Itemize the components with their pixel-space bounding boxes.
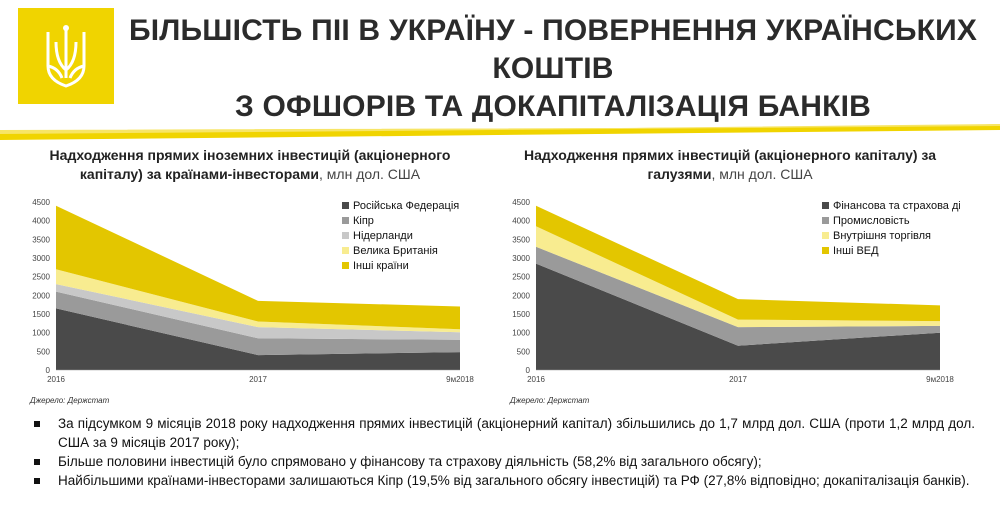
legend-label: Інші ВЕД [833,245,879,257]
accent-band [0,124,1000,140]
bullet-icon [34,478,40,484]
page-title-line-1: БІЛЬШІСТЬ ПІІ В УКРАЇНУ - ПОВЕРНЕННЯ УКР… [128,14,978,85]
legend-swatch [342,232,349,239]
y-tick-label: 1500 [32,310,50,319]
y-tick-label: 1500 [512,310,530,319]
page-title: БІЛЬШІСТЬ ПІІ В УКРАЇНУ - ПОВЕРНЕННЯ УКР… [118,12,988,126]
series-area [536,263,940,370]
legend-label: Фінансова та страхова діяльність [833,200,960,212]
series-area [536,226,940,328]
chart-title-text: Надходження прямих інвестицій (акціонерн… [524,147,936,182]
legend-label: Внутрішня торгівля [833,230,931,242]
y-tick-label: 3000 [512,254,530,263]
series-area [536,205,940,322]
y-tick-label: 4500 [32,198,50,207]
y-tick-label: 1000 [32,329,50,338]
chart-unit: , млн дол. США [319,166,421,182]
chart-industries: 0 500 1000 1500 2000 2500 3000 3500 4000 4500 2016… [512,198,960,384]
legend-label: Нідерланди [353,230,413,242]
chart-countries: 0 500 1000 1500 2000 2500 3000 3500 4000 4500 2016… [32,198,474,384]
y-tick-label: 4000 [32,217,50,226]
trident-icon [18,8,114,104]
x-tick-label: 2016 [527,375,545,384]
y-tick-label: 2500 [32,273,50,282]
legend-label: Промисловість [833,215,910,227]
x-tick-label: 2017 [729,375,747,384]
y-tick-label: 3000 [32,254,50,263]
x-tick-label: 9м2018 [446,375,474,384]
legend-swatch [342,247,349,254]
legend-label: Кіпр [353,215,374,227]
y-tick-label: 2000 [32,291,50,300]
legend-swatch [822,217,829,224]
series-area [56,291,460,356]
list-item: За підсумком 9 місяців 2018 року надходж… [30,414,975,452]
x-tick-label: 2017 [249,375,267,384]
series-area [56,205,460,330]
bullet-icon [34,421,40,427]
list-item-text: За підсумком 9 місяців 2018 року надходж… [58,416,975,450]
chart-unit: , млн дол. США [711,166,813,182]
legend-swatch [342,262,349,269]
series-area [56,269,460,333]
list-item-text: Більше половини інвестицій було спрямова… [58,454,762,469]
y-tick-label: 500 [37,347,51,356]
y-tick-label: 0 [46,366,51,375]
legend-swatch [822,232,829,239]
page-title-line-2: З ОФШОРІВ ТА ДОКАПІТАЛІЗАЦІЯ БАНКІВ [234,90,872,123]
list-item: Більше половини інвестицій було спрямова… [30,452,975,471]
y-tick-label: 3500 [512,235,530,244]
chart-title-text: Надходження прямих іноземних інвестицій … [49,147,451,182]
legend-swatch [342,202,349,209]
bullet-icon [34,459,40,465]
bullet-list: За підсумком 9 місяців 2018 року надходж… [30,414,975,490]
series-area [56,284,460,340]
y-tick-label: 1000 [512,329,530,338]
list-item-text: Найбільшими країнами-інвесторами залишаю… [58,473,970,488]
legend-swatch [822,202,829,209]
y-tick-label: 4000 [512,217,530,226]
chart-title-industries: Надходження прямих інвестицій (акціонерн… [500,146,960,184]
y-tick-label: 2000 [512,291,530,300]
legend-label: Велика Британія [353,245,438,257]
chart-title-countries: Надходження прямих іноземних інвестицій … [20,146,480,184]
list-item: Найбільшими країнами-інвесторами залишаю… [30,471,975,490]
y-tick-label: 4500 [512,198,530,207]
y-tick-label: 0 [526,366,531,375]
y-tick-label: 500 [517,347,531,356]
logo [18,8,114,104]
legend-swatch [822,247,829,254]
series-area [56,308,460,370]
series-area [536,246,940,346]
legend-swatch [342,217,349,224]
y-tick-label: 3500 [32,235,50,244]
legend-label: Інші країни [353,260,409,272]
legend-label: Російська Федерація [353,200,459,212]
source-note: Джерело: Держстат [30,396,110,405]
y-tick-label: 2500 [512,273,530,282]
x-tick-label: 9м2018 [926,375,954,384]
source-note: Джерело: Держстат [510,396,590,405]
x-tick-label: 2016 [47,375,65,384]
